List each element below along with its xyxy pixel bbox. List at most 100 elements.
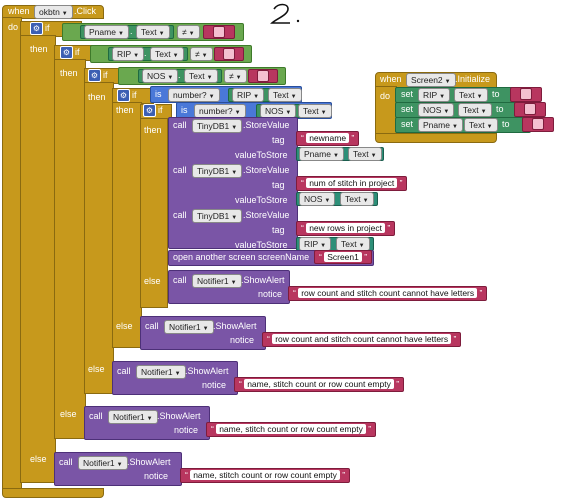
do-keyword: do — [8, 22, 19, 32]
component-dropdown[interactable]: okbtn ▼ — [34, 5, 73, 19]
method-name: .ShowAlert — [213, 321, 257, 331]
event-name: .Initialize — [455, 74, 491, 84]
open-screen-label: open another screen screenName — [173, 252, 310, 262]
dot: . — [178, 70, 181, 80]
when-keyword: when — [8, 6, 30, 16]
mutator-gear-icon[interactable]: ⚙ — [88, 69, 101, 82]
if-keyword: if — [75, 47, 80, 57]
quote-chip — [257, 70, 269, 82]
if-keyword: if — [103, 70, 108, 80]
property-dropdown[interactable]: Text ▼ — [268, 88, 302, 102]
tag-label: tag — [272, 135, 285, 145]
operator-dropdown[interactable]: ≠ ▼ — [177, 25, 200, 39]
notice-text[interactable]: “ name, stitch count or row count empty … — [180, 468, 351, 483]
set-keyword: set — [401, 104, 414, 114]
mutator-gear-icon[interactable]: ⚙ — [117, 89, 130, 102]
set-property-block[interactable] — [395, 117, 531, 133]
quote-chip — [520, 88, 532, 100]
notice-label: notice — [174, 425, 199, 435]
method-name: .ShowAlert — [241, 275, 285, 285]
else-keyword: else — [144, 276, 161, 286]
property-dropdown[interactable]: Text ▼ — [336, 237, 370, 251]
component-dropdown[interactable]: RIP ▼ — [232, 88, 265, 102]
quote-chip — [213, 26, 225, 38]
component-dropdown[interactable]: Pname ▼ — [299, 147, 344, 161]
notice-label: notice — [202, 380, 227, 390]
property-dropdown[interactable]: Text ▼ — [184, 69, 218, 83]
component-dropdown[interactable]: Notifier1 ▼ — [164, 320, 214, 334]
component-dropdown[interactable]: RIP ▼ — [299, 237, 332, 251]
do-keyword: do — [380, 91, 391, 101]
value-to-store-label: valueToStore — [235, 150, 288, 160]
component-dropdown[interactable]: Notifier1 ▼ — [108, 410, 158, 424]
property-dropdown[interactable]: Text ▼ — [298, 104, 332, 118]
page-number-scribble — [270, 3, 300, 24]
call-keyword: call — [173, 210, 187, 220]
call-keyword: call — [145, 321, 159, 331]
call-keyword: call — [89, 411, 103, 421]
component-dropdown[interactable]: TinyDB1 ▼ — [192, 209, 243, 223]
operator-dropdown[interactable]: ≠ ▼ — [224, 69, 247, 83]
notice-label: notice — [258, 289, 283, 299]
mutator-gear-icon[interactable]: ⚙ — [143, 104, 156, 117]
property-dropdown[interactable]: Text ▼ — [454, 88, 488, 102]
to-keyword: to — [496, 104, 504, 114]
notice-label: notice — [230, 335, 255, 345]
property-dropdown[interactable]: Text ▼ — [150, 47, 184, 61]
notice-text[interactable]: “ row count and stitch count cannot have… — [288, 286, 488, 301]
component-dropdown[interactable]: Notifier1 ▼ — [192, 274, 242, 288]
quote-chip — [532, 118, 544, 130]
component-dropdown[interactable]: Notifier1 ▼ — [78, 456, 128, 470]
tag-text[interactable]: “ new rows in project ” — [296, 221, 396, 236]
component-dropdown[interactable]: Notifier1 ▼ — [136, 365, 186, 379]
component-dropdown[interactable]: NOS ▼ — [142, 69, 179, 83]
else-keyword: else — [60, 409, 77, 419]
math-dropdown[interactable]: number? ▼ — [168, 88, 220, 102]
set-keyword: set — [401, 119, 414, 129]
call-keyword: call — [173, 275, 187, 285]
set-keyword: set — [401, 89, 414, 99]
component-dropdown[interactable]: Pname ▼ — [84, 25, 129, 39]
property-dropdown[interactable]: Text ▼ — [348, 147, 382, 161]
component-dropdown[interactable]: NOS ▼ — [418, 103, 455, 117]
then-keyword: then — [30, 44, 48, 54]
method-name: .StoreValue — [243, 210, 290, 220]
component-dropdown[interactable]: NOS ▼ — [299, 192, 336, 206]
math-dropdown[interactable]: number? ▼ — [194, 104, 246, 118]
mutator-gear-icon[interactable]: ⚙ — [60, 46, 73, 59]
value-to-store-label: valueToStore — [235, 195, 288, 205]
component-dropdown[interactable]: TinyDB1 ▼ — [192, 119, 243, 133]
dot: . — [144, 48, 147, 58]
else-keyword: else — [30, 454, 47, 464]
notice-text[interactable]: “ row count and stitch count cannot have… — [262, 332, 462, 347]
property-dropdown[interactable]: Text ▼ — [340, 192, 374, 206]
component-dropdown[interactable]: NOS ▼ — [260, 104, 297, 118]
mutator-gear-icon[interactable]: ⚙ — [30, 22, 43, 35]
component-dropdown[interactable]: RIP ▼ — [418, 88, 451, 102]
to-keyword: to — [492, 89, 500, 99]
notice-text[interactable]: “ name, stitch count or row count empty … — [234, 377, 405, 392]
property-dropdown[interactable]: Text ▼ — [458, 103, 492, 117]
component-dropdown[interactable]: Pname ▼ — [418, 118, 463, 132]
method-name: .StoreValue — [243, 120, 290, 130]
if-keyword: if — [158, 105, 163, 115]
component-dropdown[interactable]: TinyDB1 ▼ — [192, 164, 243, 178]
quote-chip — [524, 103, 536, 115]
operator-dropdown[interactable]: ≠ ▼ — [190, 47, 213, 61]
tag-label: tag — [272, 180, 285, 190]
method-name: .ShowAlert — [185, 366, 229, 376]
is-keyword: is — [181, 105, 188, 115]
tag-text[interactable]: “ newname ” — [296, 131, 360, 146]
when-keyword: when — [380, 74, 402, 84]
property-dropdown[interactable]: Text ▼ — [136, 25, 170, 39]
if-keyword: if — [132, 90, 137, 100]
tag-label: tag — [272, 225, 285, 235]
property-dropdown[interactable]: Text ▼ — [464, 118, 498, 132]
tag-text[interactable]: “ num of stitch in project ” — [296, 176, 408, 191]
notice-text[interactable]: “ name, stitch count or row count empty … — [206, 422, 377, 437]
component-dropdown[interactable]: RIP ▼ — [112, 47, 145, 61]
screen-name-text[interactable]: “ Screen1 ” — [314, 250, 373, 264]
component-dropdown[interactable]: Screen2 ▼ — [406, 73, 456, 87]
dot: . — [130, 26, 133, 36]
event-name: .Click — [74, 6, 96, 16]
